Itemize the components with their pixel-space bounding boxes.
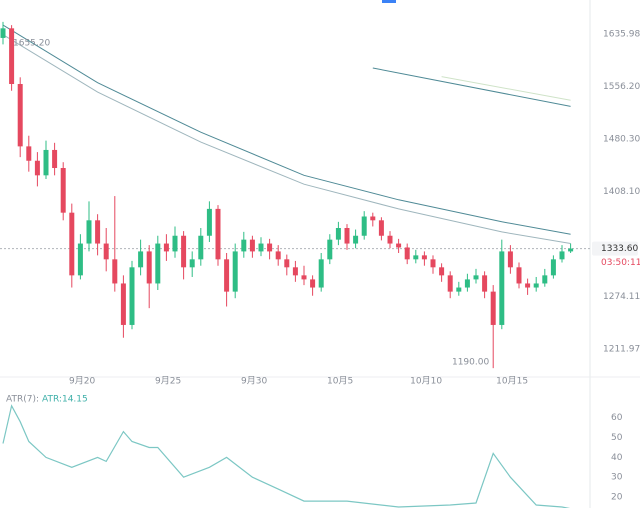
candle-body	[473, 275, 479, 280]
y-tick-label: 1211.97	[603, 344, 640, 354]
candle-body	[77, 243, 83, 276]
indicator-tick-label: 20	[611, 493, 623, 503]
candle-body	[404, 247, 410, 260]
candle-body	[327, 239, 333, 260]
candle-body	[34, 160, 40, 176]
candle-body	[163, 243, 169, 252]
candle-body	[396, 243, 402, 248]
candle-body	[155, 243, 161, 284]
candle-body	[241, 239, 247, 252]
candle-body	[189, 259, 195, 268]
moving-average-line	[2, 24, 571, 235]
candle-body	[103, 243, 109, 260]
candle-body	[482, 275, 488, 292]
candle-body	[206, 208, 212, 236]
candle-body	[516, 267, 522, 284]
candle-body	[258, 243, 264, 252]
candle-body	[60, 168, 66, 213]
low-annotation: 1190.00	[452, 358, 489, 368]
candle-body	[69, 212, 75, 276]
candle-body	[559, 251, 565, 260]
candle-body	[86, 220, 92, 244]
moving-average-line	[441, 76, 571, 101]
candle-body	[198, 235, 204, 260]
high-annotation: 1655.20	[13, 38, 50, 48]
candle-body	[361, 216, 367, 236]
candle-body	[507, 251, 513, 268]
candle-body	[275, 251, 281, 260]
candle-body	[95, 220, 101, 244]
atr-line	[2, 404, 571, 508]
candle-body	[224, 259, 230, 292]
candle-body	[301, 275, 307, 280]
candle-body	[533, 283, 539, 288]
x-tick-label: 10月5	[327, 376, 353, 387]
candle-body	[353, 235, 359, 244]
y-tick-label: 1480.30	[603, 135, 640, 145]
candle-body	[129, 267, 135, 325]
x-tick-label: 9月30	[241, 376, 267, 387]
x-tick-label: 9月25	[155, 376, 181, 387]
candle-body	[9, 28, 15, 85]
candle-body	[249, 239, 255, 252]
candle-body	[26, 146, 32, 161]
candle-body	[421, 255, 427, 260]
indicator-value: ATR:14.15	[42, 395, 88, 405]
candle-body	[464, 279, 470, 288]
candle-body	[439, 267, 445, 276]
candle-body	[120, 283, 126, 325]
x-tick-label: 10月15	[496, 376, 528, 387]
candle-body	[267, 243, 273, 252]
x-tick-label: 10月10	[410, 376, 442, 387]
candle-body	[525, 283, 531, 288]
candle-body	[52, 149, 58, 169]
candle-body	[310, 279, 316, 288]
candle-body	[378, 220, 384, 236]
tab-indicator	[382, 0, 396, 3]
candle-body	[292, 267, 298, 276]
candle-body	[413, 255, 419, 260]
candle-body	[112, 259, 118, 284]
candle-body	[284, 259, 290, 268]
y-tick-label: 1408.10	[603, 187, 640, 197]
y-tick-label: 1274.11	[603, 292, 640, 302]
y-tick-label: 1556.20	[603, 82, 640, 92]
candle-body	[568, 248, 574, 252]
candle-body	[430, 259, 436, 268]
candle-body	[542, 275, 548, 284]
candle-body	[490, 291, 496, 325]
indicator-tick-label: 40	[611, 453, 623, 463]
indicator-tick-label: 60	[611, 413, 623, 423]
x-tick-label: 9月20	[69, 376, 95, 387]
candle-body	[215, 208, 221, 260]
candle-body	[550, 259, 556, 276]
candle-body	[181, 235, 187, 268]
indicator-tick-label: 50	[611, 433, 623, 443]
candle-body	[138, 251, 144, 268]
candle-body	[172, 235, 178, 252]
candle-body	[499, 251, 505, 325]
candle-body	[456, 287, 462, 292]
y-tick-label: 1635.98	[603, 30, 640, 40]
candle-body	[370, 216, 376, 221]
candle-body	[318, 259, 324, 288]
indicator-tick-label: 30	[611, 473, 623, 483]
price-tag	[592, 241, 638, 256]
candle-body	[232, 251, 238, 292]
indicator-name: ATR(7):	[6, 395, 39, 405]
price-tag-label: 1333.60	[601, 244, 638, 254]
candle-body	[387, 235, 393, 244]
moving-average-line	[2, 34, 571, 244]
candle-body	[43, 149, 49, 176]
moving-average-line	[372, 67, 571, 107]
candle-body	[335, 228, 341, 240]
candle-body	[146, 251, 152, 284]
candle-body	[447, 275, 453, 292]
candle-body	[0, 28, 6, 38]
candle-body	[17, 84, 23, 147]
countdown: 03:50:11	[601, 258, 640, 268]
candle-body	[344, 228, 350, 244]
